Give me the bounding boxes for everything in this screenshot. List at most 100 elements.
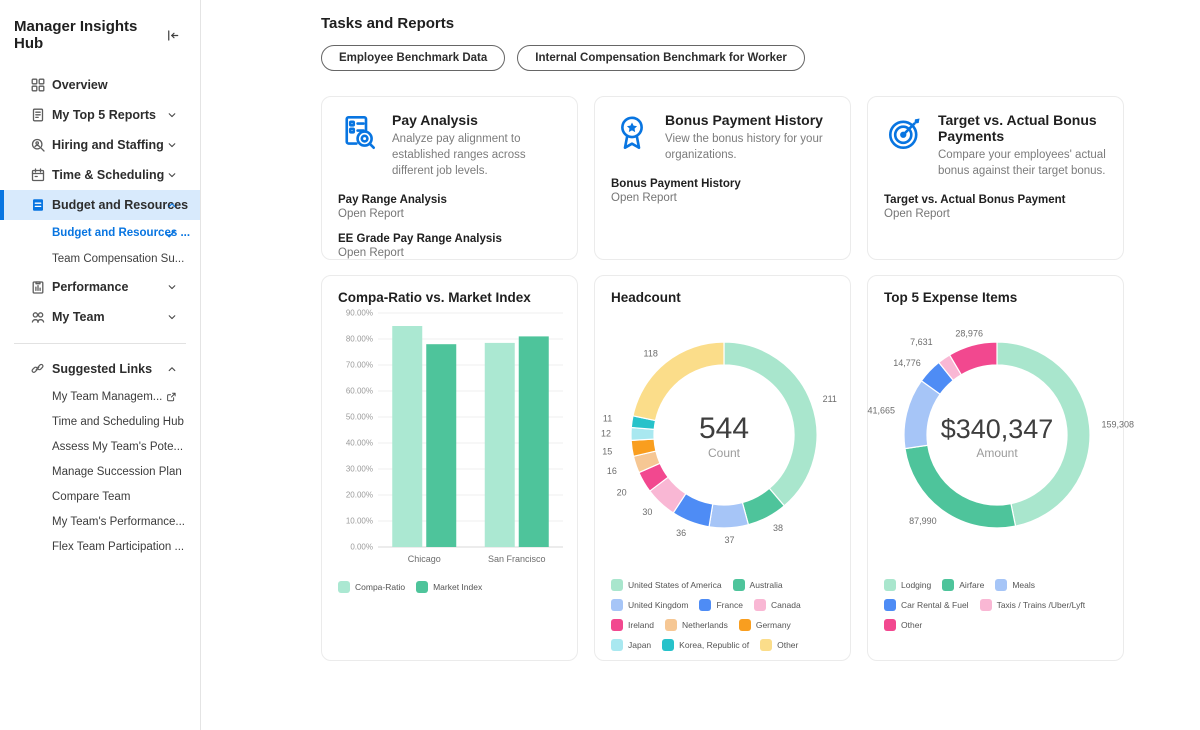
chart-legend: United States of America Australia United … — [611, 579, 834, 651]
svg-text:Chicago: Chicago — [408, 554, 441, 564]
chevron-down-icon[interactable] — [167, 312, 177, 322]
link-icon — [30, 361, 46, 377]
sidebar-item-suggested-links[interactable]: Suggested Links — [0, 354, 200, 384]
open-report-link[interactable]: Open Report — [338, 208, 404, 221]
svg-text:20: 20 — [617, 487, 627, 497]
sidebar-item-label: My Team — [52, 310, 105, 324]
legend-label: Compa-Ratio — [355, 582, 406, 592]
report-icon — [30, 107, 46, 123]
legend-item-japan: Japan — [611, 639, 651, 651]
svg-text:80.00%: 80.00% — [346, 335, 373, 344]
legend-item-united-states-of-america: United States of America — [611, 579, 722, 591]
donut-slice-lodging[interactable] — [996, 341, 1091, 527]
chevron-down-icon[interactable] — [167, 140, 177, 150]
suggested-link-my-team-managem-[interactable]: My Team Managem... — [0, 384, 200, 409]
legend-item-compa-ratio: Compa-Ratio — [338, 581, 405, 593]
check-icon — [164, 227, 177, 240]
svg-text:41,665: 41,665 — [867, 405, 895, 415]
open-report-link[interactable]: Open Report — [884, 208, 950, 221]
report-name: EE Grade Pay Range Analysis — [338, 233, 502, 246]
sidebar-item-label: My Top 5 Reports — [52, 108, 156, 122]
legend-item-meals: Meals — [995, 579, 1035, 591]
legend-label: Market Index — [433, 582, 483, 592]
svg-text:7,631: 7,631 — [910, 337, 933, 347]
legend-item-united-kingdom: United Kingdom — [611, 599, 688, 611]
legend-swatch — [338, 581, 350, 593]
sidebar-item-hiring-and-staffing[interactable]: Hiring and Staffing — [0, 130, 200, 160]
legend-swatch — [753, 599, 766, 611]
suggested-link-label: Manage Succession Plan — [52, 465, 182, 478]
main-content: Tasks and Reports Employee Benchmark Dat… — [201, 0, 1200, 730]
sidebar: Manager Insights Hub Overview My Top 5 Re… — [0, 0, 201, 730]
donut-slice-other[interactable] — [632, 341, 725, 422]
internal-compensation-benchmark-for-worker-button[interactable]: Internal Compensation Benchmark for Work… — [517, 45, 805, 71]
employee-benchmark-data-button[interactable]: Employee Benchmark Data — [321, 45, 506, 71]
chart-legend: Lodging Airfare Meals Car Rental & Fuel Taxi… — [884, 579, 1107, 631]
legend-item-canada: Canada — [753, 599, 801, 611]
card-description: Compare your employees' actual bonus aga… — [938, 149, 1106, 178]
suggested-link-time-and-scheduling-hub[interactable]: Time and Scheduling Hub — [0, 409, 200, 434]
chart-cards-row: Compa-Ratio vs. Market Index 0.00% 10.00% 2… — [321, 275, 1200, 661]
sidebar-item-overview[interactable]: Overview — [0, 70, 200, 100]
chart-title: Compa-Ratio vs. Market Index — [338, 290, 531, 305]
sidebar-item-my-team[interactable]: My Team — [0, 302, 200, 332]
legend-label: Ireland — [628, 620, 654, 630]
svg-text:60.00%: 60.00% — [346, 387, 373, 396]
legend-label: Lodging — [901, 580, 932, 590]
sidebar-item-performance[interactable]: Performance — [0, 272, 200, 302]
chevron-down-icon[interactable] — [167, 282, 177, 292]
legend-item-lodging: Lodging — [884, 579, 931, 591]
svg-text:16: 16 — [607, 466, 617, 476]
sidebar-item-label: Performance — [52, 280, 129, 294]
donut-chart: 159,308 87,990 41,665 14,776 7,631 28,976 $340… — [867, 313, 1134, 563]
report-link-ee-grade-pay-range-analysis[interactable]: EE Grade Pay Range Analysis Open Report — [338, 233, 561, 259]
external-link-icon — [165, 391, 177, 403]
svg-text:0.00%: 0.00% — [350, 543, 373, 552]
bar-chicago-compa-ratio[interactable] — [392, 326, 423, 547]
legend-item-ireland: Ireland — [611, 619, 654, 631]
open-report-link[interactable]: Open Report — [611, 192, 677, 205]
sidebar-item-time-scheduling[interactable]: Time & Scheduling — [0, 160, 200, 190]
suggested-link-assess-my-team-s-pote-[interactable]: Assess My Team's Pote... — [0, 434, 200, 459]
legend-item-france: France — [699, 599, 743, 611]
legend-label: Japan — [628, 640, 652, 650]
legend-item-other: Other — [884, 619, 922, 631]
suggested-link-my-team-s-performance-[interactable]: My Team's Performance... — [0, 509, 200, 534]
legend-swatch — [738, 619, 751, 631]
sidebar-item-budget-and-resources[interactable]: Budget and Resources — [0, 190, 200, 220]
suggested-link-manage-succession-plan[interactable]: Manage Succession Plan — [0, 459, 200, 484]
svg-text:15: 15 — [602, 446, 612, 456]
donut-slice-united-kingdom[interactable] — [708, 501, 750, 529]
chevron-up-icon[interactable] — [167, 200, 177, 210]
card-title: Pay Analysis — [392, 112, 478, 128]
svg-text:87,990: 87,990 — [909, 516, 937, 526]
legend-label: Other — [777, 640, 799, 650]
chevron-up-icon[interactable] — [167, 364, 177, 374]
chevron-down-icon[interactable] — [167, 170, 177, 180]
suggested-link-label: Compare Team — [52, 490, 131, 503]
chart-card-top-5-expense-items: Top 5 Expense Items 159,308 87,990 41,665 14… — [867, 275, 1134, 661]
legend-item-australia: Australia — [732, 579, 783, 591]
sidebar-item-label: Time & Scheduling — [52, 168, 165, 182]
bar-san-francisco-market-index[interactable] — [518, 336, 549, 547]
suggested-link-compare-team[interactable]: Compare Team — [0, 484, 200, 509]
sidebar-subitem-budget-and-resources-[interactable]: Budget and Resources ... — [0, 220, 200, 246]
chart-title: Headcount — [611, 290, 681, 305]
pay-analysis-icon — [338, 112, 380, 154]
suggested-link-flex-team-participation-[interactable]: Flex Team Participation ... — [0, 534, 200, 559]
chevron-down-icon[interactable] — [167, 110, 177, 120]
donut-slice-other[interactable] — [948, 341, 998, 376]
sidebar-subitem-team-compensation-su-[interactable]: Team Compensation Su... — [0, 246, 200, 272]
sidebar-divider — [14, 343, 186, 344]
bar-san-francisco-compa-ratio[interactable] — [484, 342, 515, 547]
bar-chicago-market-index[interactable] — [426, 344, 457, 547]
legend-swatch — [760, 639, 773, 651]
collapse-left-icon[interactable] — [165, 28, 180, 43]
open-report-link[interactable]: Open Report — [338, 247, 404, 260]
report-link-bonus-payment-history[interactable]: Bonus Payment History Open Report — [611, 178, 834, 204]
legend-item-korea-republic-of: Korea, Republic of — [662, 639, 749, 651]
report-link-pay-range-analysis[interactable]: Pay Range Analysis Open Report — [338, 194, 561, 220]
report-cards-row: Pay Analysis Analyze pay alignment to est… — [321, 96, 1200, 260]
sidebar-item-my-top-5-reports[interactable]: My Top 5 Reports — [0, 100, 200, 130]
report-link-target-vs-actual-bonus-payment[interactable]: Target vs. Actual Bonus Payment Open Repo… — [884, 194, 1107, 220]
